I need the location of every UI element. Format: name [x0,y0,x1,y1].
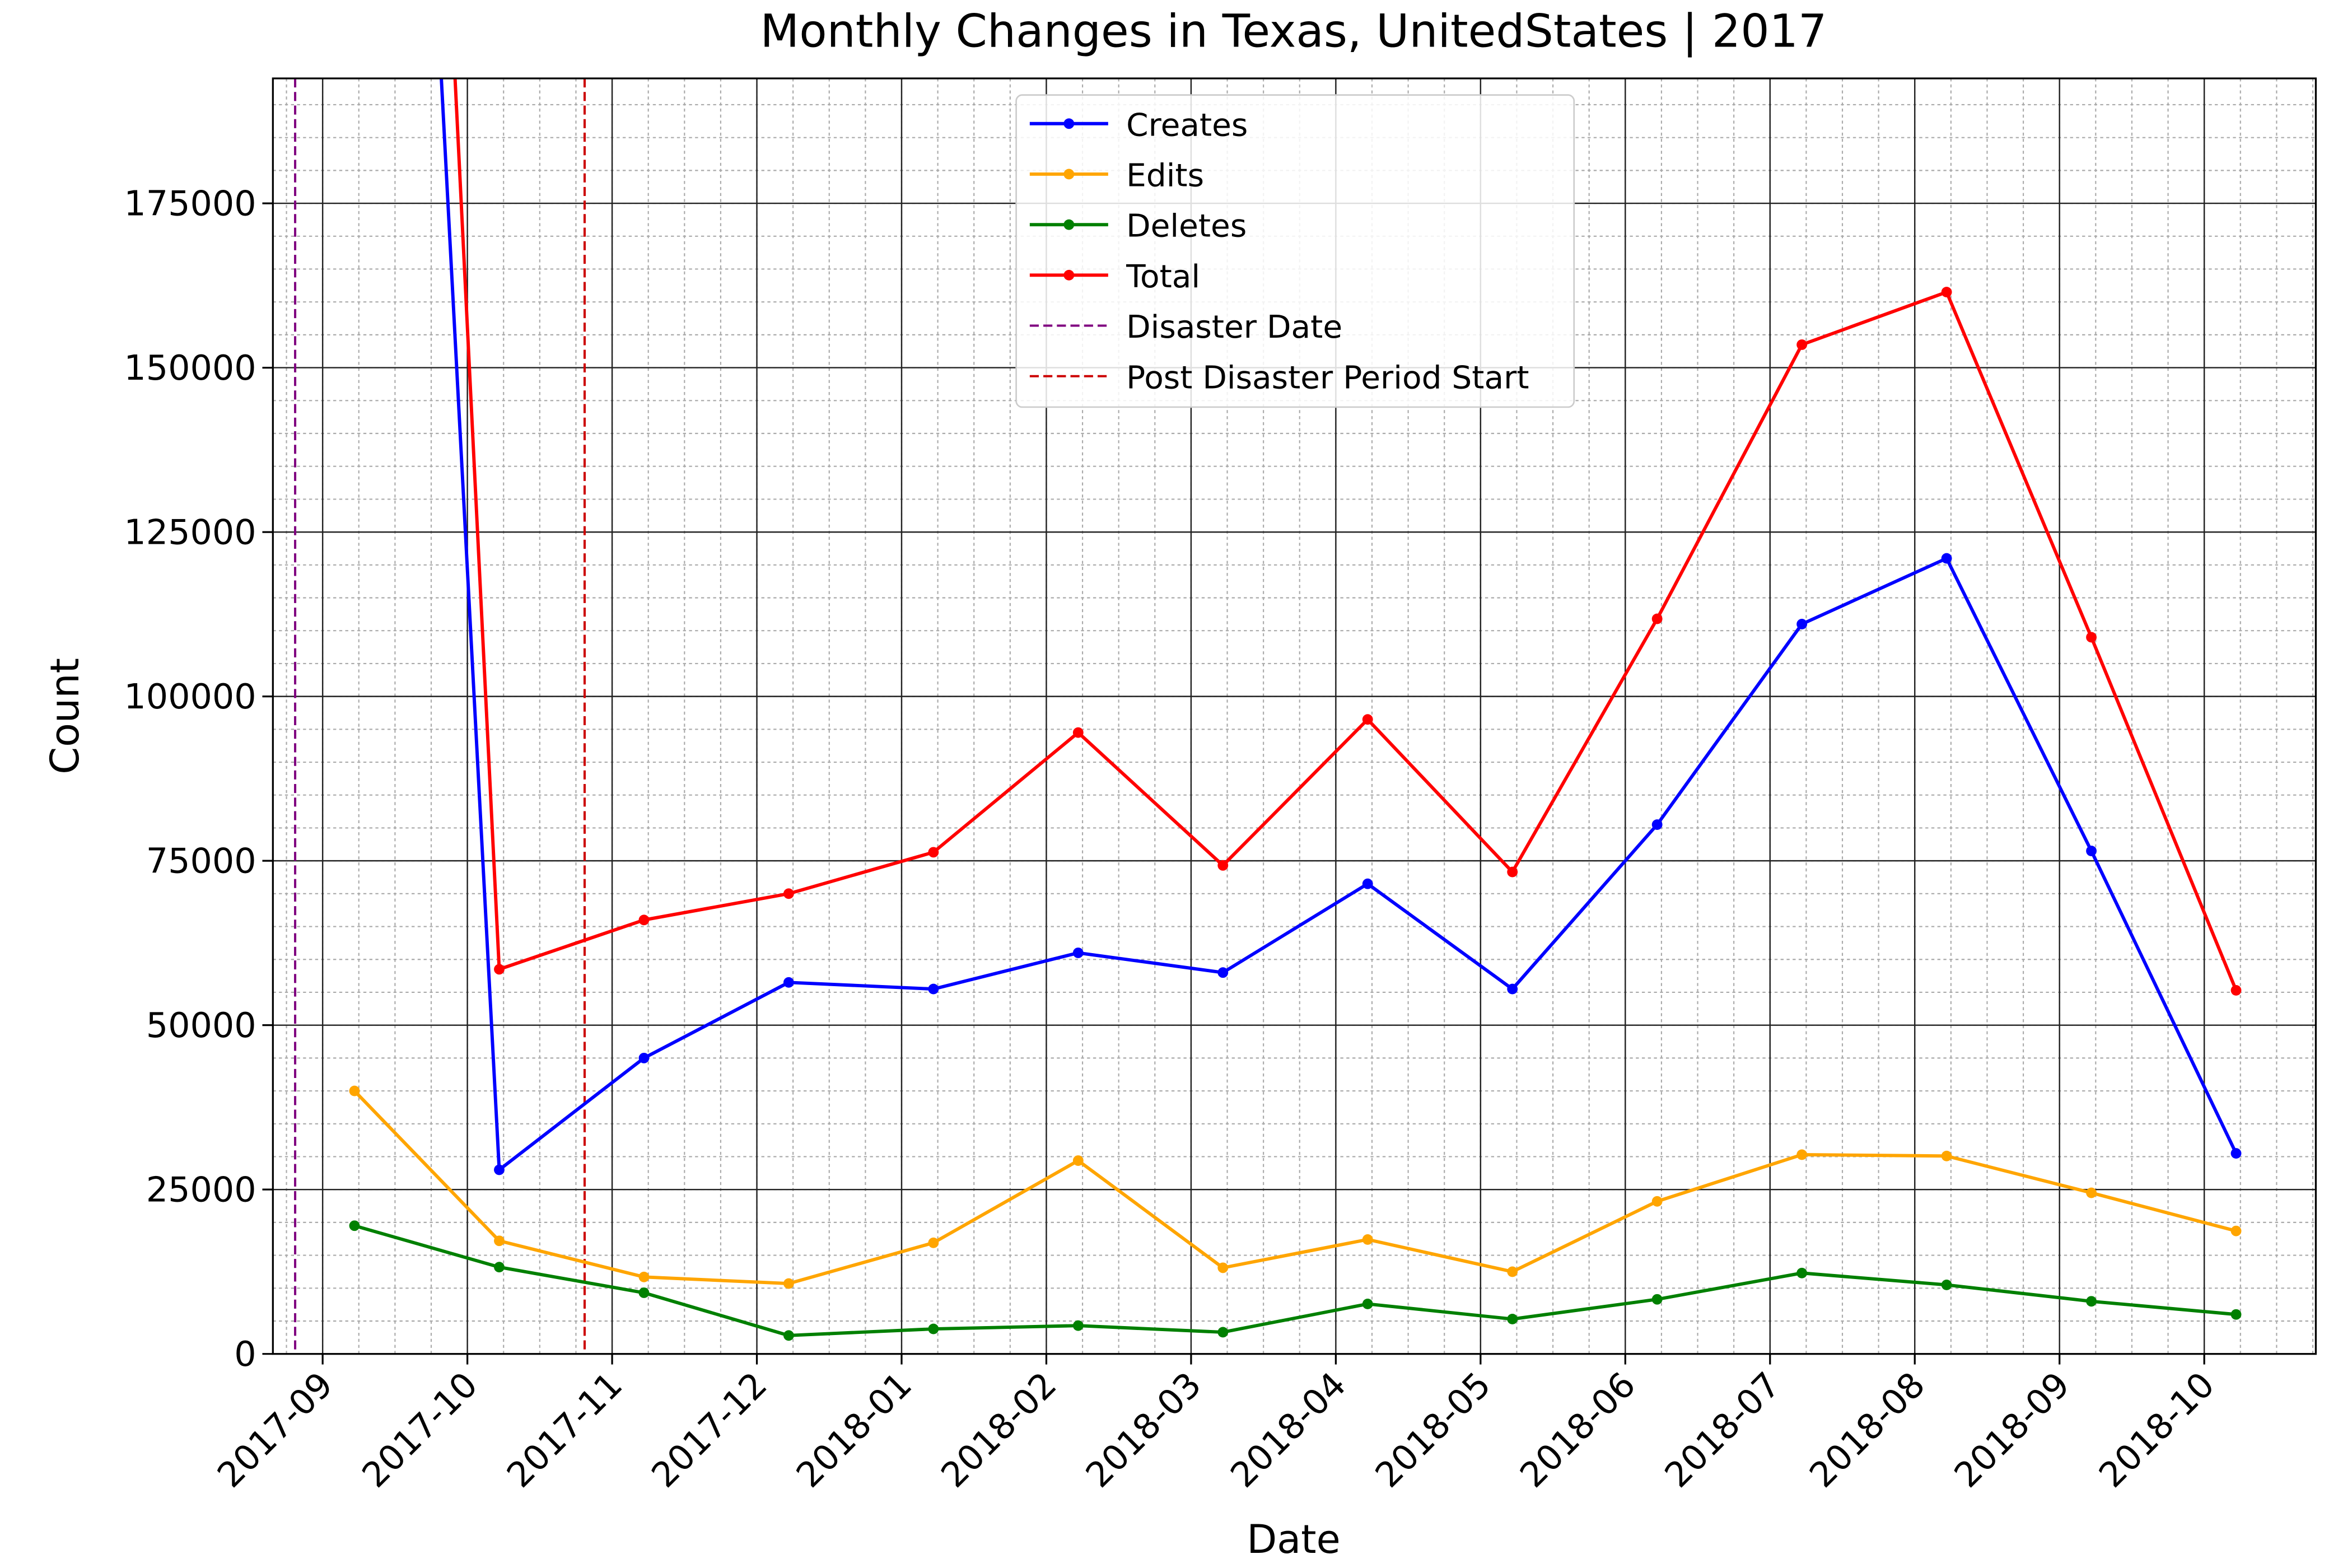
y-tick-label: 175000 [124,184,256,224]
data-point [1362,1234,1373,1245]
data-point [1507,983,1518,995]
data-point [494,1235,505,1247]
x-axis-label: Date [1247,1516,1340,1562]
data-point [1941,553,1952,564]
data-point [2230,1148,2242,1159]
chart-title: Monthly Changes in Texas, UnitedStates |… [760,5,1827,58]
data-point [1651,819,1663,830]
legend-label: Post Disaster Period Start [1126,360,1529,396]
data-point [1507,866,1518,878]
data-point [638,1271,650,1282]
data-point [1796,339,1808,350]
legend-label: Total [1126,259,1200,295]
data-point [1072,948,1084,958]
data-point [783,1278,794,1289]
data-point [494,1262,505,1273]
plot-area [294,78,2242,1354]
y-axis-label: Count [42,658,88,774]
data-point [2230,1225,2242,1236]
data-point [1941,287,1952,297]
data-point [2086,632,2097,643]
data-point [1507,1266,1518,1277]
data-point [1072,1155,1084,1166]
data-point [1941,1279,1952,1290]
data-point [349,1220,360,1231]
data-point [783,1330,794,1341]
data-point [638,1287,650,1298]
data-point [783,888,794,899]
data-point [928,847,939,858]
data-point [1217,1262,1229,1273]
legend-marker [1063,219,1075,230]
data-point [1072,727,1084,738]
data-point [1796,619,1808,629]
legend: Creates Edits Deletes Total Disaster Date Pos… [1015,94,1575,408]
data-point [1507,1314,1518,1324]
y-tick-label: 50000 [146,1005,256,1046]
legend-marker [1063,118,1075,129]
series-line [453,78,2238,991]
data-point [1362,878,1373,889]
legend-label: Edits [1126,158,1204,194]
y-tick-label: 100000 [124,676,256,717]
y-tick-label: 150000 [124,348,256,388]
data-point [1217,967,1229,978]
series-line [354,1224,2237,1337]
data-point [1362,714,1373,725]
data-point [1796,1149,1808,1160]
data-point [928,1323,939,1334]
data-point [2086,1187,2097,1198]
data-point [928,1237,939,1248]
data-point [2230,1309,2242,1320]
legend-label: Deletes [1126,208,1247,245]
data-point [638,914,650,926]
data-point [2086,846,2097,856]
legend-marker [1063,169,1075,180]
series-line [440,78,2238,1173]
data-point [1651,1196,1663,1207]
legend-box [1015,94,1575,408]
data-point [1362,1299,1373,1309]
data-point [783,977,794,988]
data-point [928,983,939,995]
data-point [494,1164,505,1175]
data-point [1941,1150,1952,1161]
y-tick-label: 75000 [146,841,256,881]
data-point [2230,985,2242,996]
y-tick-label: 25000 [146,1170,256,1210]
data-point [1651,1294,1663,1305]
data-point [2086,1296,2097,1307]
data-point [494,964,505,975]
legend-label: Creates [1126,107,1248,143]
y-tick-label: 0 [234,1334,256,1374]
series-line [353,1090,2237,1286]
data-point [1217,860,1229,871]
data-point [1072,1320,1084,1331]
data-point [349,1085,360,1096]
data-point [1217,1327,1229,1338]
plot-frame [272,77,2317,1355]
data-point [638,1052,650,1063]
legend-label: Disaster Date [1126,309,1342,346]
data-point [1796,1267,1808,1278]
legend-marker [1063,269,1075,281]
y-tick-label: 125000 [124,512,256,553]
data-point [1651,613,1663,624]
